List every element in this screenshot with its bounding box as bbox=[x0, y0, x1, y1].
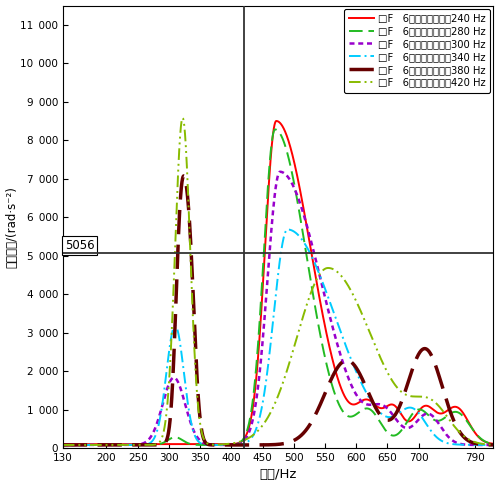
X-axis label: 频率/Hz: 频率/Hz bbox=[259, 468, 297, 482]
Text: 5056: 5056 bbox=[65, 239, 94, 252]
Legend: □F   6阶齿圈角加速度240 Hz, □F   6阶齿圈角加速度280 Hz, □F   6阶齿圈角加速度300 Hz, □F   6阶齿圈角加速度340 : □F 6阶齿圈角加速度240 Hz, □F 6阶齿圈角加速度280 Hz, □F… bbox=[344, 9, 491, 93]
Y-axis label: 角加速度/(rad·s⁻²): 角加速度/(rad·s⁻²) bbox=[5, 186, 18, 268]
